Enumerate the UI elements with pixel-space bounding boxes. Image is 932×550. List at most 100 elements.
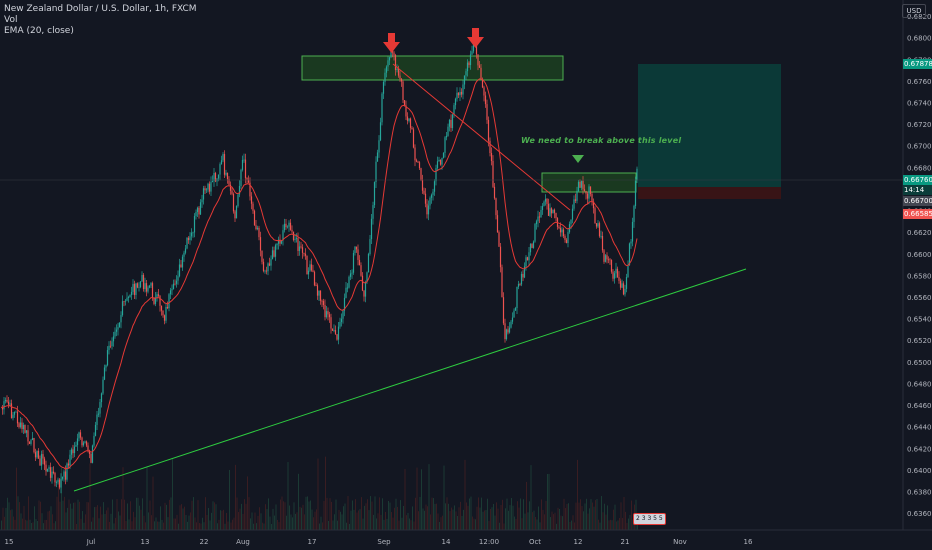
volume-bar	[446, 497, 448, 530]
candle-body	[540, 209, 542, 218]
candle-body	[585, 190, 587, 194]
volume-label[interactable]: Vol	[4, 15, 18, 25]
volume-bar	[335, 499, 337, 530]
volume-bar	[64, 496, 65, 530]
volume-bar	[35, 519, 37, 530]
volume-bar	[473, 518, 475, 530]
volume-bar	[596, 498, 598, 530]
volume-bar	[296, 512, 298, 530]
candle-body	[496, 215, 499, 233]
time-tick-label: 22	[200, 538, 209, 546]
price-axis[interactable]: 0.682000.680000.678000.676000.674000.672…	[907, 13, 932, 518]
candle-body	[208, 183, 211, 192]
volume-bar	[310, 500, 311, 530]
candle-body	[580, 180, 583, 188]
candle-body	[225, 172, 227, 175]
candle-body	[451, 114, 454, 129]
candle-body	[174, 283, 176, 285]
candle-body	[628, 243, 631, 266]
candle-body	[21, 422, 23, 430]
volume-bar	[220, 510, 221, 530]
candle-body	[100, 393, 103, 403]
candle-body	[429, 197, 431, 206]
stop-zone[interactable]	[638, 187, 781, 199]
target-zone[interactable]	[638, 64, 781, 187]
candle-body	[51, 471, 53, 478]
candle-body	[513, 310, 515, 318]
volume-bar	[490, 509, 491, 530]
volume-bar	[26, 520, 28, 530]
candle-body	[10, 403, 13, 419]
candle-body	[328, 314, 331, 318]
volume-bar	[88, 502, 89, 530]
volume-bar	[602, 512, 604, 530]
candle-body	[358, 259, 361, 266]
candle-body	[570, 219, 572, 225]
candle-body	[271, 250, 274, 260]
volume-bar	[106, 510, 107, 530]
volume-bar	[314, 511, 316, 530]
volume-bar	[322, 522, 323, 530]
candle-body	[594, 208, 596, 224]
volume-bar	[358, 510, 359, 530]
volume-bar	[260, 513, 262, 530]
candle-body	[313, 271, 316, 286]
candle-body	[348, 276, 350, 288]
candle-body	[175, 280, 178, 284]
symbol-title[interactable]: New Zealand Dollar / U.S. Dollar, 1h, FX…	[4, 4, 197, 14]
candle-body	[354, 246, 356, 254]
currency-selector[interactable]: USD	[902, 4, 926, 18]
events-badge[interactable]: 2 3 3 5 5	[633, 513, 666, 525]
volume-bar	[577, 459, 578, 530]
candle-body	[64, 471, 67, 480]
candle-body	[96, 414, 98, 425]
candle-body	[307, 270, 310, 275]
candle-body	[139, 281, 142, 288]
candle-body	[531, 244, 533, 248]
support-trendline[interactable]	[73, 268, 747, 492]
annotation-note[interactable]: We need to break above this level	[521, 136, 682, 145]
candle-body	[178, 264, 181, 277]
stop-price-badge: 0.66585	[903, 209, 932, 219]
candle-body	[81, 437, 83, 446]
volume-bar	[328, 520, 329, 530]
volume-bar	[571, 520, 572, 530]
volume-bar	[599, 522, 601, 530]
volume-bar	[542, 509, 544, 530]
volume-bar	[563, 498, 565, 530]
volume-bar	[386, 518, 388, 530]
candle-body	[109, 345, 112, 347]
candle-body	[252, 203, 254, 211]
volume-bar	[595, 500, 596, 530]
volume-bar	[350, 510, 352, 530]
ema-label[interactable]: EMA (20, close)	[4, 26, 74, 36]
candle-body	[234, 211, 236, 219]
volume-bar	[241, 503, 242, 530]
candle-body	[27, 430, 29, 442]
candle-body	[55, 482, 58, 483]
volume-bar	[607, 505, 608, 530]
volume-bar	[427, 506, 428, 530]
candle-body	[222, 154, 224, 161]
volume-bar	[440, 517, 442, 530]
volume-bar	[413, 521, 415, 530]
time-axis[interactable]: 15 Jul 13 22 Aug 17 Sep 14 12:00 Oct 12 21 Nov 16	[5, 538, 753, 546]
candle-body	[558, 226, 560, 229]
descending-trendline[interactable]	[392, 63, 571, 211]
candle-body	[1, 407, 4, 410]
volume-bar	[70, 503, 71, 530]
candle-body	[31, 437, 34, 441]
volume-bar	[466, 502, 467, 530]
volume-bar	[604, 503, 605, 530]
candle-body	[393, 52, 395, 56]
candle-body	[24, 424, 26, 433]
candle-body	[223, 154, 226, 175]
resistance-zone-top[interactable]	[301, 55, 564, 81]
candle-body	[19, 422, 22, 428]
volume-bar	[29, 519, 31, 530]
candle-body	[577, 181, 580, 192]
candle-body	[595, 223, 598, 227]
